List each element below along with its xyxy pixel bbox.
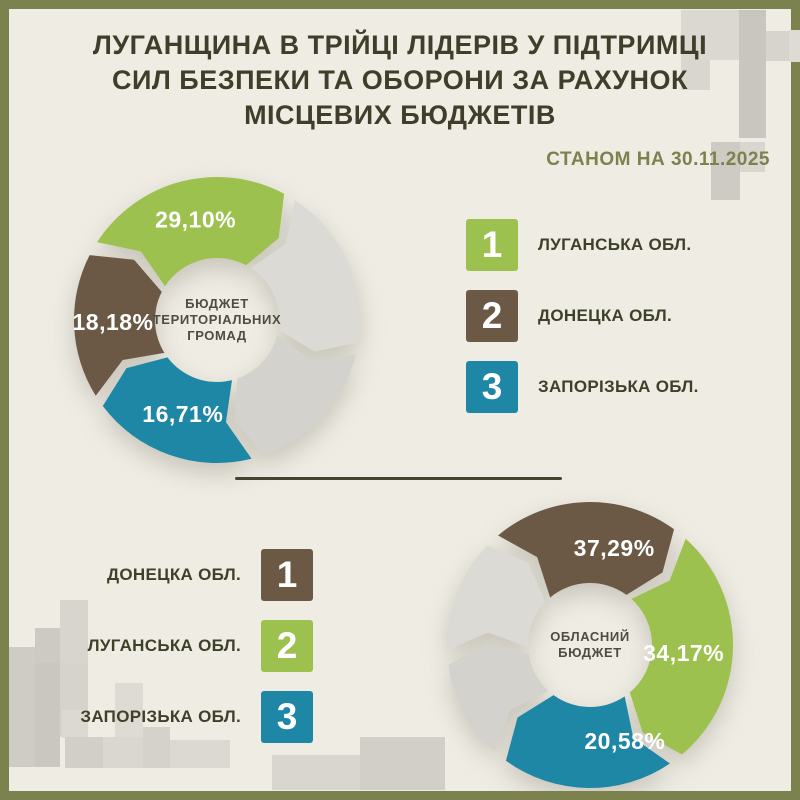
mosaic-square: [9, 647, 35, 767]
rank-number-badge: 1: [466, 219, 518, 271]
mosaic-square: [60, 600, 88, 663]
percent-label: 34,17%: [643, 640, 724, 666]
chart-segment: [505, 695, 670, 788]
chart-center-label: ОБЛАСНИЙ БЮДЖЕТ: [515, 629, 665, 661]
mosaic-square: [35, 663, 60, 767]
donut-chart-svg: 29,10% 16,71% 18,18%: [73, 177, 360, 463]
region-label: ЛУГАНСЬКА ОБЛ.: [538, 235, 692, 254]
ranking-item: ЗАПОРІЗЬКА ОБЛ. 3: [60, 691, 313, 743]
chart-segment-other: [448, 643, 549, 752]
region-label: ДОНЕЦКА ОБЛ.: [106, 565, 241, 584]
as-of-date-label: СТАНОМ НА 30.11.2025: [546, 149, 770, 170]
chart-segment-other: [447, 545, 546, 650]
chart-center-line: ТЕРИТОРІАЛЬНИХ: [152, 312, 282, 327]
chart-segment: [102, 357, 252, 463]
chart-segment: [73, 255, 165, 396]
region-label: ЗАПОРІЗЬКА ОБЛ.: [80, 707, 241, 726]
percent-label: 37,29%: [574, 535, 655, 561]
mosaic-square: [789, 30, 800, 62]
title-line-1: ЛУГАНЩИНА В ТРІЙЦІ ЛІДЕРІВ У ПІДТРИМЦІ: [92, 30, 708, 60]
chart-segment-other: [250, 200, 360, 352]
chart-center-line: ОБЛАСНИЙ: [550, 629, 630, 644]
rank-number-badge: 3: [261, 691, 313, 743]
mosaic-square: [62, 710, 88, 738]
chart-segment: [498, 502, 675, 598]
ranking-list-regional: ДОНЕЦКА ОБЛ. 1 ЛУГАНСЬКА ОБЛ. 2 ЗАПОРІЗЬКА О…: [60, 549, 313, 762]
chart-center-line: БЮДЖЕТ: [185, 296, 249, 311]
mosaic-square: [272, 755, 360, 790]
donut-chart-territorial-budget: 29,10% 16,71% 18,18% БЮДЖЕТ ТЕРИТОРІАЛЬНИХ Г…: [67, 170, 367, 470]
mosaic-square: [766, 31, 790, 61]
chart-segment: [97, 177, 285, 287]
rank-number-badge: 3: [466, 361, 518, 413]
percent-label: 29,10%: [155, 206, 236, 232]
title-line-3: МІСЦЕВИХ БЮДЖЕТІВ: [244, 100, 556, 130]
chart-segment-other: [234, 334, 356, 456]
mosaic-square: [711, 142, 740, 200]
ranking-item: 2 ДОНЕЦКА ОБЛ.: [466, 290, 699, 342]
rank-number-badge: 1: [261, 549, 313, 601]
mosaic-square: [739, 10, 766, 138]
percent-label: 20,58%: [584, 728, 665, 754]
percent-label: 16,71%: [142, 401, 223, 427]
chart-segment: [629, 538, 733, 755]
donut-chart-regional-budget: 37,29% 34,17% 20,58% ОБЛАСНИЙ БЮДЖЕТ: [440, 495, 740, 795]
chart-center-line: ГРОМАД: [187, 328, 247, 343]
mosaic-square: [740, 142, 765, 172]
donut-chart-svg: 37,29% 34,17% 20,58%: [447, 502, 733, 788]
mosaic-square: [65, 737, 103, 768]
region-label: ЗАПОРІЗЬКА ОБЛ.: [538, 377, 699, 396]
ranking-item: 3 ЗАПОРІЗЬКА ОБЛ.: [466, 361, 699, 413]
rank-number-badge: 2: [466, 290, 518, 342]
ranking-item: 1 ЛУГАНСЬКА ОБЛ.: [466, 219, 699, 271]
ranking-list-territorial: 1 ЛУГАНСЬКА ОБЛ. 2 ДОНЕЦКА ОБЛ. 3 ЗАПОРІЗЬКА …: [466, 219, 699, 432]
mosaic-square: [143, 727, 170, 768]
percent-label: 18,18%: [73, 309, 154, 335]
title-line-2: СИЛ БЕЗПЕКИ ТА ОБОРОНИ ЗА РАХУНОК: [111, 65, 689, 95]
region-label: ЛУГАНСЬКА ОБЛ.: [87, 636, 241, 655]
mosaic-square: [170, 740, 230, 768]
ranking-item: ДОНЕЦКА ОБЛ. 1: [60, 549, 313, 601]
section-divider: [235, 477, 562, 480]
ranking-item: ЛУГАНСЬКА ОБЛ. 2: [60, 620, 313, 672]
page-title: ЛУГАНЩИНА В ТРІЙЦІ ЛІДЕРІВ У ПІДТРИМЦІ С…: [40, 28, 760, 133]
mosaic-square: [681, 10, 739, 60]
mosaic-square: [35, 628, 60, 663]
mosaic-square: [360, 737, 445, 790]
chart-center-line: БЮДЖЕТ: [558, 645, 622, 660]
chart-center-label: БЮДЖЕТ ТЕРИТОРІАЛЬНИХ ГРОМАД: [142, 296, 292, 344]
region-label: ДОНЕЦКА ОБЛ.: [538, 306, 673, 325]
rank-number-badge: 2: [261, 620, 313, 672]
mosaic-square: [681, 60, 710, 90]
mosaic-square: [115, 683, 143, 738]
